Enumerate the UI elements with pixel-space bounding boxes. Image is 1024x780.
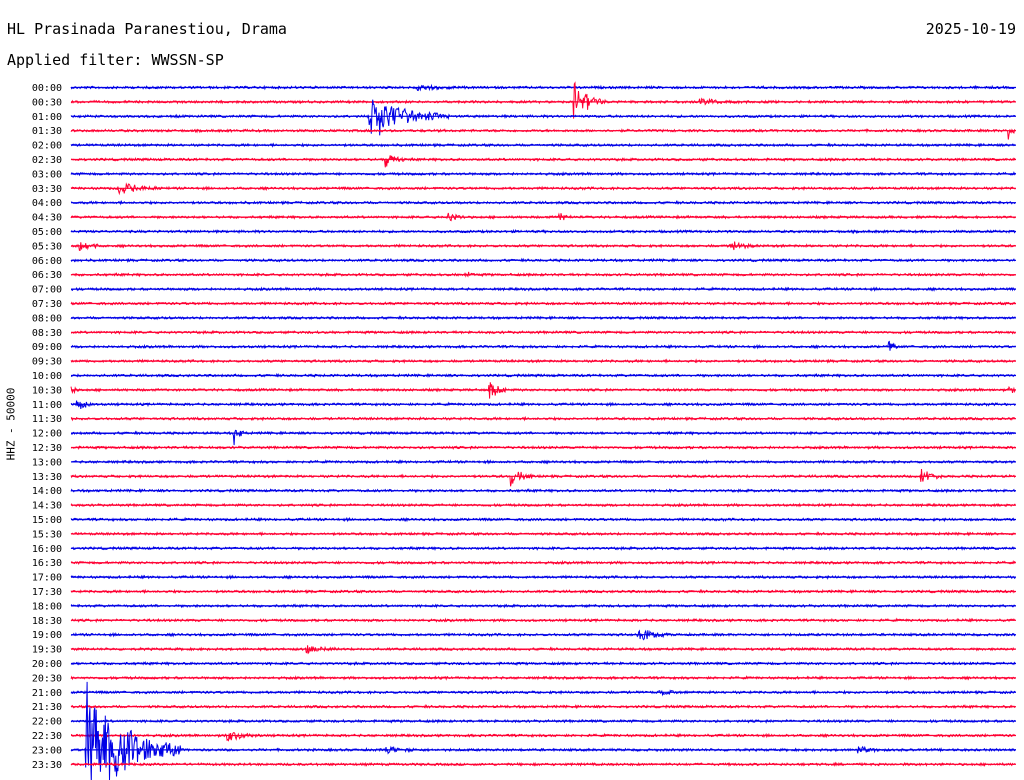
row-tick-label: 14:30 [32, 501, 62, 512]
row-tick-label: 20:30 [32, 673, 62, 684]
row-tick-label: 18:30 [32, 616, 62, 627]
row-tick-label: 03:30 [32, 184, 62, 195]
row-tick-label: 03:00 [32, 169, 62, 180]
row-tick-label: 07:00 [32, 285, 62, 296]
row-tick-label: 07:30 [32, 299, 62, 310]
row-tick-label: 16:00 [32, 544, 62, 555]
row-tick-label: 15:00 [32, 515, 62, 526]
row-tick-label: 15:30 [32, 529, 62, 540]
row-tick-label: 22:00 [32, 717, 62, 728]
row-tick-label: 09:30 [32, 357, 62, 368]
trace-row-0230 [70, 155, 1016, 168]
row-tick-label: 23:00 [32, 745, 62, 756]
trace-row-2230 [70, 732, 1016, 742]
row-tick-label: 23:30 [32, 760, 62, 771]
row-tick-label: 16:30 [32, 558, 62, 569]
row-tick-label: 04:30 [32, 213, 62, 224]
row-tick-label: 05:30 [32, 241, 62, 252]
row-tick-label: 21:00 [32, 688, 62, 699]
row-tick-label: 19:00 [32, 630, 62, 641]
row-tick-label: 19:30 [32, 645, 62, 656]
trace-row-0500 [70, 228, 1016, 235]
row-tick-label: 17:00 [32, 573, 62, 584]
row-tick-label: 09:00 [32, 342, 62, 353]
row-tick-label: 05:00 [32, 227, 62, 238]
row-tick-label: 02:00 [32, 141, 62, 152]
row-tick-label: 06:00 [32, 256, 62, 267]
row-tick-label: 17:30 [32, 587, 62, 598]
trace-row-1330 [70, 468, 1016, 487]
row-tick-label: 10:00 [32, 371, 62, 382]
row-tick-label: 11:00 [32, 400, 62, 411]
row-tick-label: 12:00 [32, 429, 62, 440]
row-tick-label: 08:30 [32, 328, 62, 339]
row-tick-label: 01:00 [32, 112, 62, 123]
row-tick-label: 01:30 [32, 126, 62, 137]
trace-row-0630 [70, 271, 1016, 278]
row-tick-label: 02:30 [32, 155, 62, 166]
row-tick-label: 20:00 [32, 659, 62, 670]
station-title: HL Prasinada Paranestiou, Drama [7, 20, 287, 38]
row-tick-label: 18:00 [32, 601, 62, 612]
row-tick-label: 08:00 [32, 313, 62, 324]
row-tick-label: 00:00 [32, 83, 62, 94]
date-label: 2025-10-19 [925, 20, 1016, 38]
row-tick-label: 22:30 [32, 731, 62, 742]
row-tick-label: 10:30 [32, 385, 62, 396]
trace-group [70, 81, 1016, 780]
row-tick-label: 06:30 [32, 270, 62, 281]
row-tick-label: 13:30 [32, 472, 62, 483]
tick-group: 00:00 00:30 01:00 01:30 02:00 02:30 03:00 03:30… [32, 83, 62, 771]
row-tick-label: 04:00 [32, 198, 62, 209]
row-tick-label: 13:00 [32, 457, 62, 468]
row-tick-label: 14:00 [32, 486, 62, 497]
row-tick-label: 21:30 [32, 702, 62, 713]
row-tick-label: 11:30 [32, 414, 62, 425]
filter-label: Applied filter: WWSSN-SP [7, 51, 224, 69]
row-tick-label: 00:30 [32, 97, 62, 108]
row-tick-label: 12:30 [32, 443, 62, 454]
